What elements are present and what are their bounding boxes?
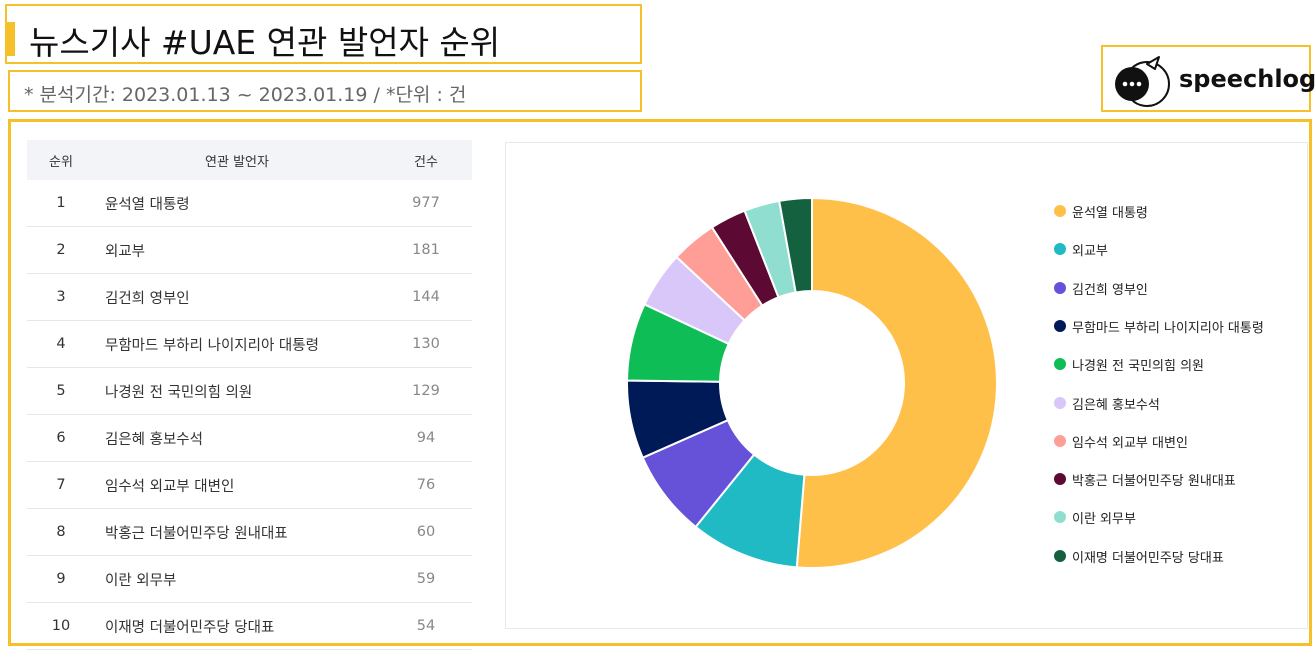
table-row: 10 이재명 더불어민주당 당대표 54 xyxy=(27,602,472,650)
speech-bubble-icon xyxy=(1115,56,1170,107)
legend-marker xyxy=(1054,473,1066,486)
header-speaker: 연관 발언자 xyxy=(205,154,269,170)
legend-label: 임수석 외교부 대변인 xyxy=(1072,435,1188,451)
count-cell: 94 xyxy=(380,414,472,462)
legend-label: 나경원 전 국민의힘 의원 xyxy=(1072,359,1204,375)
legend-marker xyxy=(1054,243,1066,256)
count-cell: 60 xyxy=(380,508,472,556)
logo: speechlog xyxy=(1101,45,1315,112)
legend-marker xyxy=(1054,396,1066,409)
count-cell: 181 xyxy=(380,226,472,274)
speaker-cell: 이재명 더불어민주당 당대표 xyxy=(95,602,380,650)
count-cell: 129 xyxy=(380,367,472,415)
rank-cell: 10 xyxy=(27,602,95,650)
title-box: 뉴스기사 #UAE 연관 발언자 순위 xyxy=(5,4,642,64)
legend-marker xyxy=(1054,358,1066,371)
count-cell: 144 xyxy=(380,273,472,321)
count-cell: 59 xyxy=(380,555,472,603)
main-panel xyxy=(8,119,1312,646)
table-row: 3 김건희 영부인 144 xyxy=(27,273,472,321)
rank-cell: 6 xyxy=(27,414,95,462)
rank-cell: 8 xyxy=(27,508,95,556)
speaker-cell: 임수석 외교부 대변인 xyxy=(95,461,380,509)
ranking-table: 순위 연관 발언자 건수 1 윤석열 대통령 977 2 외교부 181 3 김… xyxy=(27,140,472,650)
table-row: 4 무함마드 부하리 나이지리아 대통령 130 xyxy=(27,320,472,368)
table-header-row: 순위 연관 발언자 건수 xyxy=(27,140,472,180)
speaker-cell: 김건희 영부인 xyxy=(95,273,380,321)
table-row: 6 김은혜 홍보수석 94 xyxy=(27,414,472,462)
legend-label: 김은혜 홍보수석 xyxy=(1072,397,1160,413)
legend-label: 박홍근 더불어민주당 원내대표 xyxy=(1072,474,1236,490)
legend-marker xyxy=(1054,511,1066,524)
count-cell: 130 xyxy=(380,320,472,368)
legend-label: 이재명 더불어민주당 당대표 xyxy=(1072,550,1224,566)
count-cell: 54 xyxy=(380,602,472,650)
speaker-cell: 무함마드 부하리 나이지리아 대통령 xyxy=(95,320,380,368)
legend-marker xyxy=(1054,319,1066,332)
rank-cell: 3 xyxy=(27,273,95,321)
speaker-cell: 김은혜 홍보수석 xyxy=(95,414,380,462)
rank-cell: 5 xyxy=(27,367,95,415)
table-row: 8 박홍근 더불어민주당 원내대표 60 xyxy=(27,508,472,556)
analysis-period: * 분석기간: 2023.01.13 ~ 2023.01.19 / *단위 : … xyxy=(24,84,467,106)
table-row: 9 이란 외무부 59 xyxy=(27,555,472,603)
speaker-cell: 이란 외무부 xyxy=(95,555,380,603)
header-count: 건수 xyxy=(414,154,438,170)
legend-label: 외교부 xyxy=(1072,244,1108,260)
rank-cell: 9 xyxy=(27,555,95,603)
legend-marker xyxy=(1054,281,1066,294)
table-row: 7 임수석 외교부 대변인 76 xyxy=(27,461,472,509)
count-cell: 76 xyxy=(380,461,472,509)
title-accent-bar xyxy=(7,22,15,56)
legend-label: 이란 외무부 xyxy=(1072,512,1136,528)
rank-cell: 1 xyxy=(27,180,95,227)
legend-label: 윤석열 대통령 xyxy=(1072,206,1148,221)
logo-text: speechlog xyxy=(1179,65,1315,93)
rank-cell: 2 xyxy=(27,226,95,274)
rank-cell: 4 xyxy=(27,320,95,368)
legend-marker xyxy=(1054,434,1066,447)
speaker-cell: 나경원 전 국민의힘 의원 xyxy=(95,367,380,415)
subtitle-box: * 분석기간: 2023.01.13 ~ 2023.01.19 / *단위 : … xyxy=(8,70,642,112)
table-row: 1 윤석열 대통령 977 xyxy=(27,180,472,227)
count-cell: 977 xyxy=(380,180,472,227)
page-title: 뉴스기사 #UAE 연관 발언자 순위 xyxy=(29,23,501,62)
legend-label: 무함마드 부하리 나이지리아 대통령 xyxy=(1072,320,1264,336)
table-row: 2 외교부 181 xyxy=(27,226,472,274)
table-row: 5 나경원 전 국민의힘 의원 129 xyxy=(27,367,472,415)
legend-label: 김건희 영부인 xyxy=(1072,282,1148,298)
legend-marker xyxy=(1054,205,1066,217)
rank-cell: 7 xyxy=(27,461,95,509)
speaker-cell: 박홍근 더불어민주당 원내대표 xyxy=(95,508,380,556)
speaker-cell: 외교부 xyxy=(95,226,380,274)
legend-marker xyxy=(1054,549,1066,562)
header-rank: 순위 xyxy=(49,154,73,170)
speaker-cell: 윤석열 대통령 xyxy=(95,180,380,227)
